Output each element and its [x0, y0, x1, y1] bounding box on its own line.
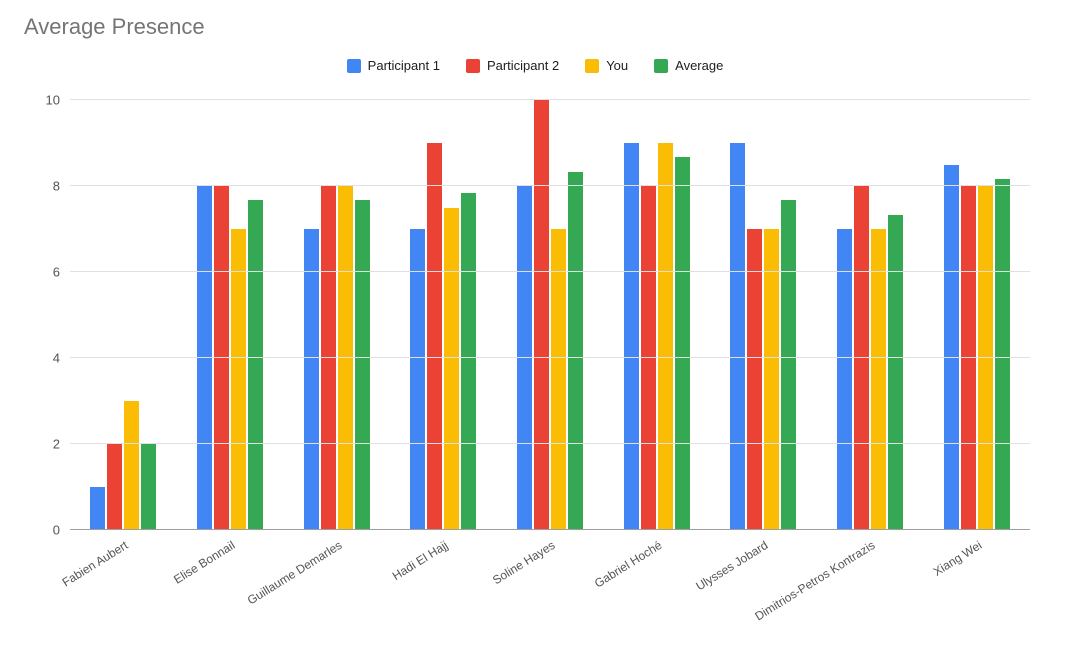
bar [837, 229, 852, 530]
bar [410, 229, 425, 530]
x-tick-label: Xiang Wei [930, 538, 984, 579]
legend-label: Participant 1 [368, 58, 440, 73]
bar [107, 444, 122, 530]
bars [197, 100, 263, 530]
y-tick-label: 2 [53, 437, 70, 452]
bars [410, 100, 476, 530]
bar [304, 229, 319, 530]
legend-swatch [466, 59, 480, 73]
bar [995, 179, 1010, 530]
bar-group: Xiang Wei [923, 100, 1030, 530]
bar [124, 401, 139, 530]
bar [961, 186, 976, 530]
bar-group: Elise Bonnail [177, 100, 284, 530]
bar [534, 100, 549, 530]
x-tick-label: Hadi El Hajj [390, 538, 451, 583]
chart-legend: Participant 1 Participant 2 You Average [0, 58, 1070, 73]
x-tick-label: Ulysses Jobard [694, 538, 771, 593]
bars [304, 100, 370, 530]
average-presence-chart: Average Presence Participant 1Participan… [0, 0, 1070, 657]
legend-label: You [606, 58, 628, 73]
x-tick-label: Dimitrios-Petros Kontrazis [752, 538, 877, 623]
bar [231, 229, 246, 530]
bar [214, 186, 229, 530]
legend-swatch [654, 59, 668, 73]
gridline [70, 271, 1030, 272]
plot-area: Fabien AubertElise BonnailGuillaume Dema… [70, 100, 1030, 530]
bar-group: Hadi El Hajj [390, 100, 497, 530]
bar [568, 172, 583, 530]
bar [781, 200, 796, 530]
bar [321, 186, 336, 530]
bars [517, 100, 583, 530]
y-tick-label: 6 [53, 265, 70, 280]
bars [837, 100, 903, 530]
legend-label: Participant 2 [487, 58, 559, 73]
bar [854, 186, 869, 530]
gridline [70, 185, 1030, 186]
bars [624, 100, 690, 530]
bar [90, 487, 105, 530]
legend-label: Average [675, 58, 723, 73]
bar [461, 193, 476, 530]
legend-item: You [585, 58, 628, 73]
bars [944, 100, 1010, 530]
bar [517, 186, 532, 530]
legend-swatch [347, 59, 361, 73]
y-tick-label: 8 [53, 179, 70, 194]
chart-title: Average Presence [24, 14, 205, 40]
bar [730, 143, 745, 530]
legend-item: Participant 1 [347, 58, 440, 73]
x-tick-label: Elise Bonnail [171, 538, 237, 587]
legend-item: Participant 2 [466, 58, 559, 73]
bar-group: Guillaume Demarles [283, 100, 390, 530]
bar [624, 143, 639, 530]
x-tick-label: Guillaume Demarles [244, 538, 344, 607]
bar [141, 444, 156, 530]
bar-group: Fabien Aubert [70, 100, 177, 530]
y-tick-label: 10 [46, 93, 70, 108]
gridline [70, 99, 1030, 100]
bar [338, 186, 353, 530]
x-axis-line [70, 529, 1030, 530]
x-tick-label: Soline Hayes [490, 538, 557, 587]
bars [730, 100, 796, 530]
x-tick-label: Gabriel Hoché [592, 538, 664, 591]
bar [355, 200, 370, 530]
bars [90, 100, 156, 530]
gridline [70, 357, 1030, 358]
bar-group: Dimitrios-Petros Kontrazis [817, 100, 924, 530]
y-tick-label: 0 [53, 523, 70, 538]
bar [248, 200, 263, 530]
x-tick-label: Fabien Aubert [60, 538, 131, 589]
bar [551, 229, 566, 530]
bar-group: Gabriel Hoché [603, 100, 710, 530]
legend-item: Average [654, 58, 723, 73]
bar-groups: Fabien AubertElise BonnailGuillaume Dema… [70, 100, 1030, 530]
y-tick-label: 4 [53, 351, 70, 366]
bar [427, 143, 442, 530]
bar [675, 157, 690, 530]
bar-group: Ulysses Jobard [710, 100, 817, 530]
bar [641, 186, 656, 530]
gridline [70, 443, 1030, 444]
bar [978, 186, 993, 530]
bar [944, 165, 959, 531]
bar [197, 186, 212, 530]
legend-swatch [585, 59, 599, 73]
bar-group: Soline Hayes [497, 100, 604, 530]
bar [888, 215, 903, 530]
bar [871, 229, 886, 530]
bar [444, 208, 459, 531]
bar [764, 229, 779, 530]
bar [658, 143, 673, 530]
bar [747, 229, 762, 530]
